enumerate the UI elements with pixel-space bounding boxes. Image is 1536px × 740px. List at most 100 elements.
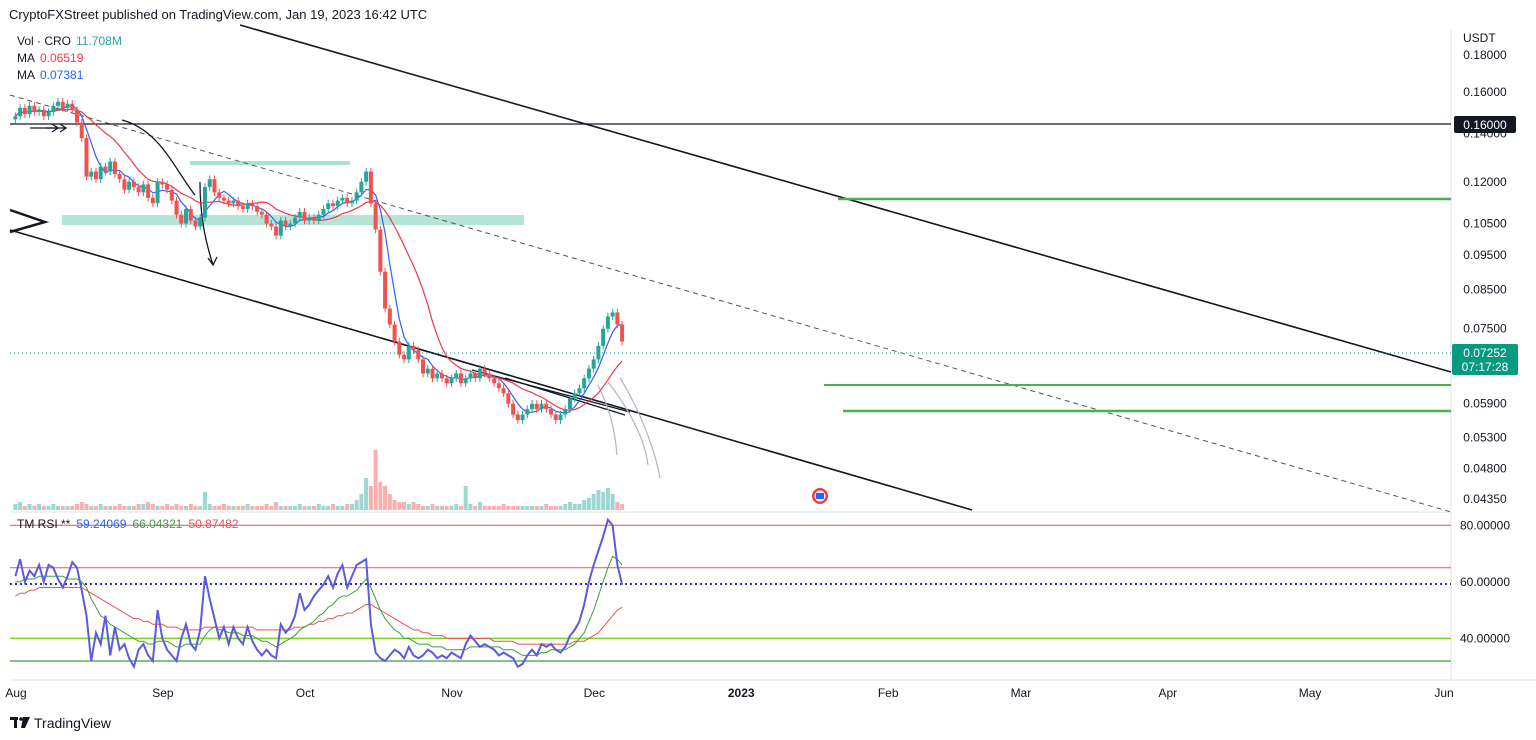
ma1-legend-row[interactable]: MA 0.06519 — [17, 50, 122, 67]
drawn-arrow-right-2 — [46, 123, 68, 133]
volume-bar — [620, 504, 625, 510]
tradingview-footer[interactable]: TradingView — [10, 715, 111, 731]
volume-bar — [506, 506, 511, 510]
volume-bar — [245, 504, 250, 510]
volume-bar — [591, 494, 596, 510]
candle — [411, 342, 416, 355]
volume-bar — [615, 502, 620, 510]
candle — [217, 188, 222, 202]
volume-bar — [103, 506, 108, 510]
price-tick-label: 0.07500 — [1463, 322, 1507, 336]
volume-bar — [349, 504, 354, 510]
volume-bar — [397, 502, 402, 510]
price-tick-label: 0.04800 — [1463, 461, 1507, 475]
projection-arrow-1 — [597, 384, 618, 456]
candle — [368, 167, 373, 208]
volume-bar — [188, 504, 193, 510]
support-line-nov-2 — [504, 377, 626, 416]
candle — [439, 369, 444, 383]
marked-level-tag: 0.16000 — [1454, 116, 1516, 133]
volume-bar — [458, 506, 463, 510]
candle — [444, 374, 449, 388]
candle — [577, 384, 582, 398]
volume-bar — [18, 502, 23, 510]
volume-bar — [46, 506, 51, 510]
candle — [13, 112, 18, 124]
volume-bar — [60, 506, 65, 510]
candle — [122, 175, 127, 194]
candle — [335, 196, 340, 210]
event-flag-icon[interactable] — [812, 488, 828, 504]
ma2-legend-row[interactable]: MA 0.07381 — [17, 67, 122, 84]
volume-bar — [269, 506, 274, 510]
rsi-axis: 80.00000 60.00000 40.00000 — [1460, 518, 1510, 645]
candle — [193, 216, 198, 231]
volume-bar — [288, 506, 293, 510]
candle — [22, 104, 27, 118]
volume-bar — [32, 506, 37, 510]
candle — [534, 400, 539, 413]
candle — [364, 167, 369, 186]
candle — [330, 199, 335, 210]
volume-bar — [345, 504, 350, 510]
volume-bar — [392, 500, 397, 510]
candle — [18, 104, 23, 120]
vol-legend-row[interactable]: Vol · CRO 11.708M — [17, 33, 122, 50]
candle — [477, 364, 482, 383]
volume-bar — [117, 504, 122, 510]
volume-bar — [563, 504, 568, 510]
volume-bar — [221, 504, 226, 510]
candle — [311, 213, 316, 225]
candle — [354, 188, 359, 205]
support-line-nov — [471, 369, 631, 413]
volume-bar — [383, 486, 388, 510]
volume-bar — [65, 506, 70, 510]
rsi-tick-label: 40.00000 — [1460, 631, 1510, 645]
candle — [435, 369, 440, 383]
volume-bar — [264, 504, 269, 510]
volume-bar — [207, 504, 212, 510]
volume-bar — [387, 494, 392, 510]
candle — [293, 213, 298, 228]
volume-bar — [402, 502, 407, 510]
volume-bar — [454, 504, 459, 510]
volume-bar — [425, 506, 430, 510]
candle — [482, 364, 487, 378]
volume-bar — [108, 506, 113, 510]
candle — [250, 199, 255, 210]
candle — [402, 351, 407, 364]
candle — [620, 320, 625, 346]
candle — [141, 180, 146, 197]
volume-bar — [278, 506, 283, 510]
candle — [392, 320, 397, 346]
candle — [458, 369, 463, 388]
volume-bar — [340, 506, 345, 510]
volume-bar — [165, 504, 170, 510]
candle — [601, 324, 606, 350]
candle — [32, 102, 37, 116]
candle — [326, 199, 331, 213]
rsi-legend[interactable]: TM RSI ** 59.24069 66.04321 50.87482 — [17, 517, 245, 531]
volume-bar — [307, 506, 312, 510]
volume-bar — [539, 506, 544, 510]
volume-bar — [321, 506, 326, 510]
volume-bar — [27, 504, 32, 510]
volume-bar — [421, 506, 426, 510]
volume-bar — [250, 506, 255, 510]
projection-arrow-2 — [607, 381, 649, 466]
indicator-legend: Vol · CRO 11.708M MA 0.06519 MA 0.07381 — [17, 33, 122, 84]
vol-legend-label: Vol · CRO — [17, 34, 72, 48]
volume-bar — [89, 506, 94, 510]
price-tick-label: 0.04350 — [1463, 492, 1507, 506]
volume-bar — [610, 494, 615, 510]
volume-bar — [430, 504, 435, 510]
volume-bar — [492, 506, 497, 510]
candle — [511, 400, 516, 419]
candle — [553, 410, 558, 424]
volume-bars — [13, 450, 625, 510]
candle — [93, 167, 98, 183]
candle — [349, 196, 354, 208]
candle — [615, 308, 620, 329]
volume-bar — [544, 504, 549, 510]
